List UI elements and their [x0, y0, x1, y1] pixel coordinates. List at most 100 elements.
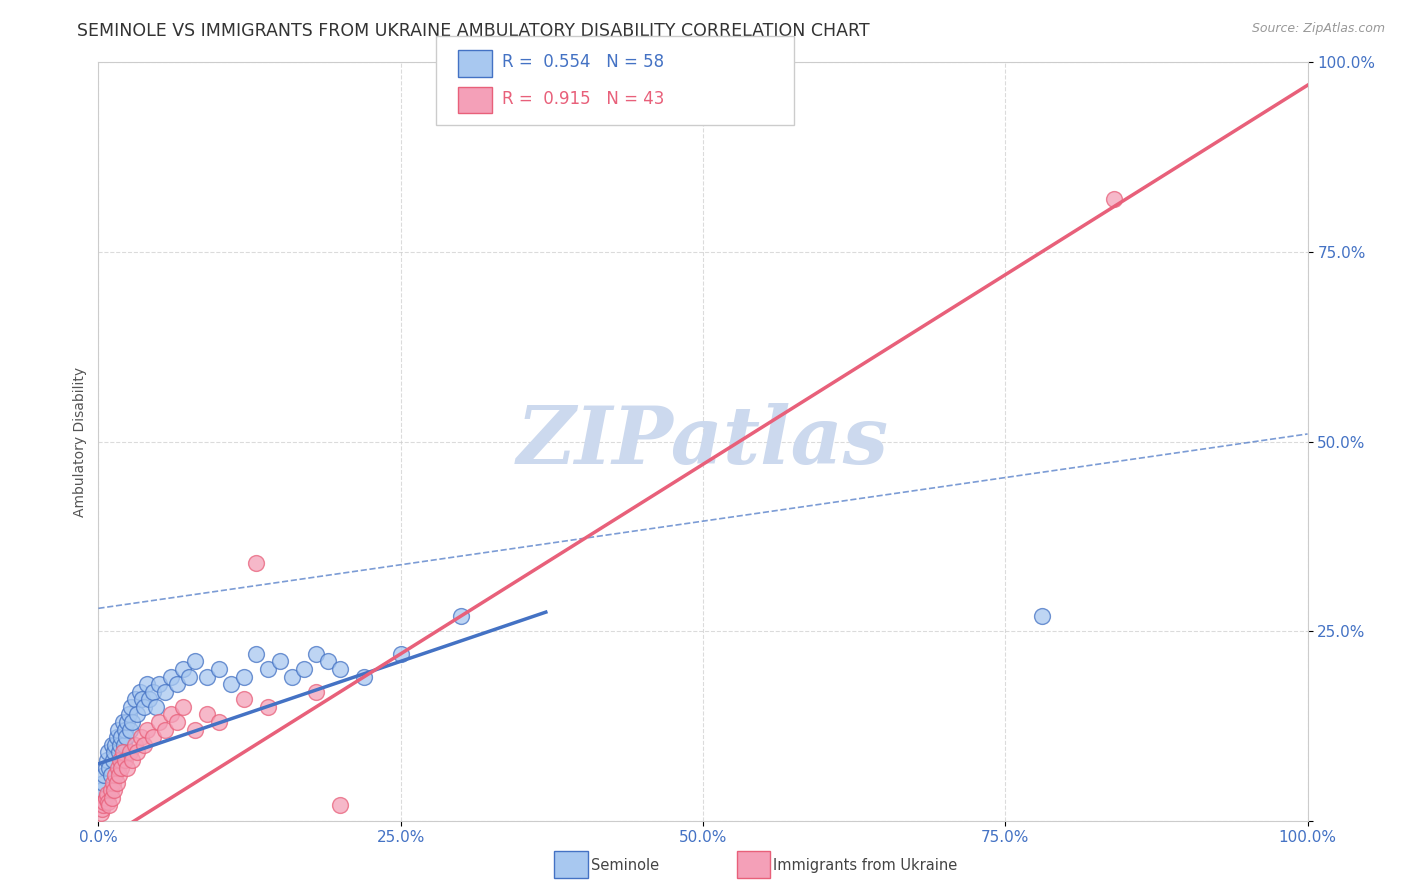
Point [127, 746, 149, 760]
Point [160, 707, 183, 722]
Point [135, 677, 157, 691]
Point [121, 715, 143, 730]
Point [105, 730, 128, 744]
Point [134, 738, 156, 752]
Point [142, 685, 165, 699]
Point [166, 677, 188, 691]
Point [91, 783, 114, 797]
Point [100, 768, 122, 782]
Point [117, 715, 139, 730]
Point [232, 692, 254, 706]
Point [103, 783, 125, 797]
Point [281, 669, 304, 683]
Point [107, 760, 129, 774]
Point [90, 806, 112, 821]
Point [108, 768, 131, 782]
Point [179, 669, 201, 683]
Point [450, 608, 472, 623]
Point [1031, 608, 1053, 623]
Point [114, 723, 136, 737]
Text: R =  0.915   N = 43: R = 0.915 N = 43 [502, 90, 664, 108]
Point [98, 760, 121, 774]
Point [121, 753, 143, 767]
Point [160, 669, 183, 683]
Point [124, 738, 146, 752]
Point [96, 753, 118, 767]
Point [107, 723, 129, 737]
Point [329, 798, 352, 813]
Point [91, 798, 114, 813]
Point [305, 647, 328, 661]
Point [103, 746, 125, 760]
Point [232, 669, 254, 683]
Point [104, 738, 127, 752]
Text: Seminole: Seminole [591, 858, 658, 872]
Point [120, 699, 142, 714]
Point [91, 776, 114, 790]
Point [131, 692, 153, 706]
Point [292, 662, 315, 676]
Point [195, 669, 218, 683]
Point [108, 746, 131, 760]
Point [124, 692, 146, 706]
Text: ZIPatlas: ZIPatlas [517, 403, 889, 480]
Point [94, 791, 117, 805]
Point [114, 753, 136, 767]
Point [208, 715, 231, 730]
Point [256, 699, 278, 714]
Point [1102, 192, 1125, 206]
Point [166, 715, 188, 730]
Point [148, 715, 170, 730]
Point [184, 655, 207, 669]
Point [245, 647, 267, 661]
Point [93, 768, 115, 782]
Point [316, 655, 339, 669]
Point [105, 776, 128, 790]
Y-axis label: Ambulatory Disability: Ambulatory Disability [73, 367, 87, 516]
Point [221, 677, 243, 691]
Point [101, 776, 124, 790]
Point [245, 556, 267, 570]
Point [134, 699, 156, 714]
Point [129, 730, 152, 744]
Point [145, 699, 167, 714]
Point [91, 802, 114, 816]
Point [153, 685, 176, 699]
Point [93, 795, 115, 809]
Point [97, 746, 120, 760]
Text: SEMINOLE VS IMMIGRANTS FROM UKRAINE AMBULATORY DISABILITY CORRELATION CHART: SEMINOLE VS IMMIGRANTS FROM UKRAINE AMBU… [77, 22, 870, 40]
Point [208, 662, 231, 676]
Point [153, 723, 176, 737]
Point [98, 798, 121, 813]
Point [112, 738, 135, 752]
Point [305, 685, 328, 699]
Point [389, 647, 412, 661]
Point [100, 738, 122, 752]
Point [256, 662, 278, 676]
Text: Immigrants from Ukraine: Immigrants from Ukraine [773, 858, 957, 872]
Point [172, 699, 194, 714]
Point [108, 738, 131, 752]
Point [100, 791, 122, 805]
Point [111, 746, 134, 760]
Point [184, 723, 207, 737]
Point [148, 677, 170, 691]
Point [96, 787, 118, 801]
Point [94, 760, 117, 774]
Point [101, 753, 124, 767]
Point [138, 692, 160, 706]
Point [115, 730, 138, 744]
Point [127, 707, 149, 722]
Text: R =  0.554   N = 58: R = 0.554 N = 58 [502, 53, 664, 70]
Point [269, 655, 291, 669]
Point [128, 685, 150, 699]
Point [110, 730, 132, 744]
Point [195, 707, 218, 722]
Point [172, 662, 194, 676]
Text: Source: ZipAtlas.com: Source: ZipAtlas.com [1251, 22, 1385, 36]
Point [108, 753, 131, 767]
Point [111, 715, 134, 730]
Point [353, 669, 375, 683]
Point [142, 730, 165, 744]
Point [100, 783, 122, 797]
